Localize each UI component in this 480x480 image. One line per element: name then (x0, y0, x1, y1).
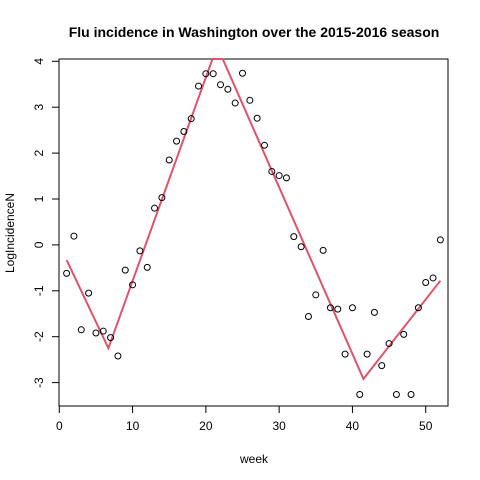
data-point (268, 167, 276, 175)
data-point (202, 70, 210, 78)
x-axis: 0 10 20 30 40 50 (56, 405, 433, 433)
plot-area (63, 58, 444, 399)
data-point (231, 99, 239, 107)
data-point (312, 291, 320, 299)
x-tick-label: 0 (56, 419, 63, 433)
data-point (400, 330, 408, 338)
data-point (429, 274, 437, 282)
data-point (217, 81, 225, 89)
x-axis-label: week (239, 452, 269, 466)
data-point (92, 329, 100, 337)
data-point (253, 114, 261, 122)
data-point (239, 69, 247, 77)
data-point (143, 263, 151, 271)
data-point (180, 128, 188, 136)
data-point (282, 174, 290, 182)
data-point (422, 279, 430, 287)
data-point (392, 391, 400, 399)
data-point (107, 334, 115, 342)
data-point (70, 232, 78, 240)
data-point (319, 246, 327, 254)
data-point (370, 308, 378, 316)
data-point (85, 289, 93, 297)
y-tick-label: 4 (32, 58, 46, 65)
data-point (414, 304, 422, 312)
data-point (114, 352, 122, 360)
data-points (63, 69, 444, 399)
chart-title: Flu incidence in Washington over the 201… (69, 24, 440, 40)
y-tick-label: -3 (32, 377, 46, 388)
data-point (407, 391, 415, 399)
data-point (209, 70, 217, 78)
data-point (187, 115, 195, 123)
data-point (129, 281, 137, 289)
data-point (260, 141, 268, 149)
y-tick-label: -1 (32, 285, 46, 296)
y-tick-label: 1 (32, 195, 46, 202)
data-point (77, 326, 85, 334)
y-axis-label: LogIncidenceN (3, 193, 17, 273)
data-point (136, 247, 144, 255)
data-point (297, 243, 305, 251)
data-point (436, 236, 444, 244)
data-point (224, 85, 232, 93)
y-tick-label: -2 (32, 331, 46, 342)
data-point (158, 194, 166, 202)
y-tick-label: 3 (32, 104, 46, 111)
x-tick-label: 40 (346, 419, 360, 433)
x-tick-label: 10 (126, 419, 140, 433)
data-point (385, 340, 393, 348)
data-point (363, 350, 371, 358)
data-point (63, 269, 71, 277)
data-point (195, 82, 203, 90)
data-point (378, 362, 386, 370)
data-point (326, 304, 334, 312)
data-point (304, 313, 312, 320)
x-tick-label: 50 (419, 419, 433, 433)
data-point (151, 204, 159, 212)
plot-frame (58, 58, 449, 407)
y-axis: -3 -2 -1 0 1 2 3 4 (32, 58, 60, 388)
data-point (246, 96, 254, 104)
y-tick-label: 0 (32, 241, 46, 248)
x-tick-label: 30 (272, 419, 286, 433)
data-point (334, 305, 342, 313)
data-point (275, 172, 283, 180)
x-tick-label: 20 (199, 419, 213, 433)
data-point (173, 137, 181, 145)
data-point (165, 156, 173, 164)
data-point (341, 350, 349, 358)
fit-line (65, 58, 442, 381)
data-point (99, 327, 107, 335)
y-tick-label: 2 (32, 149, 46, 156)
data-point (348, 304, 356, 312)
data-point (290, 233, 298, 241)
data-point (121, 266, 129, 274)
data-point (356, 391, 364, 399)
